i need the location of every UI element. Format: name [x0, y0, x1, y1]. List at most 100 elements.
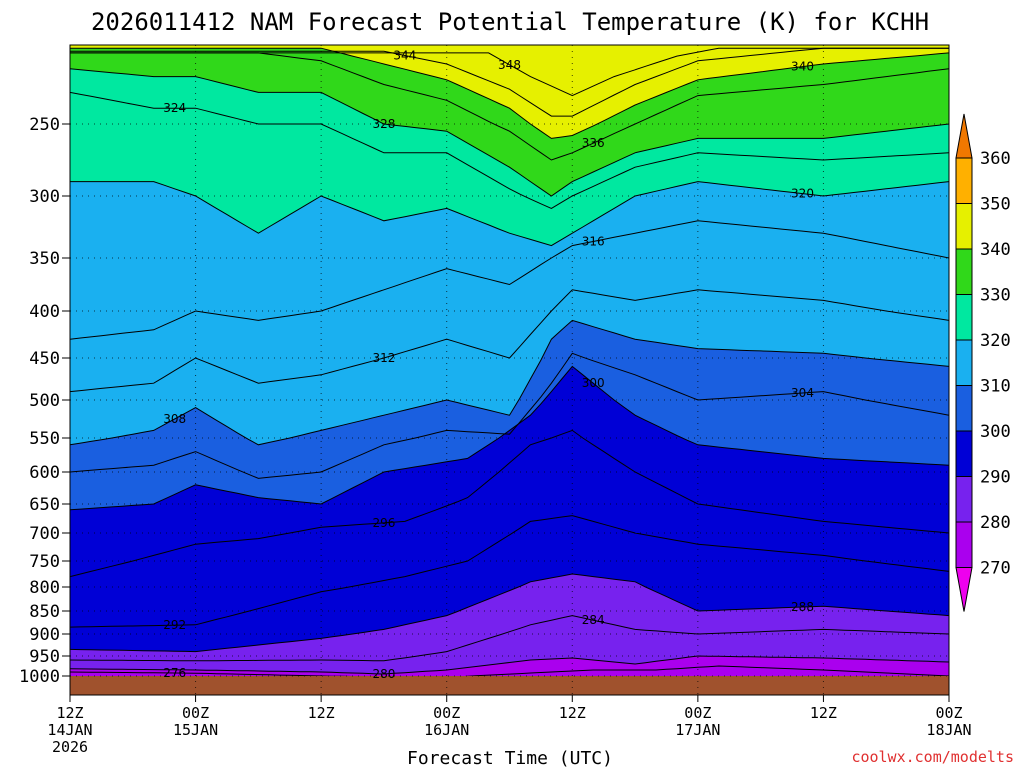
x-tick-label-0-3: 2026 [52, 738, 88, 756]
contour-label-340: 340 [791, 60, 814, 74]
colorbar-label-350: 350 [980, 195, 1011, 215]
contour-label-292: 292 [163, 618, 186, 632]
contour-label-284: 284 [582, 613, 605, 627]
contour-label-328: 328 [372, 117, 395, 131]
isentrope-292 [70, 515, 949, 628]
x-axis-label: Forecast Time (UTC) [407, 748, 613, 768]
y-tick-label-450: 450 [29, 349, 60, 369]
x-tick-label-5-1: 00Z [684, 704, 711, 722]
isentrope-312 [70, 289, 949, 393]
x-tick-label-7-2: 18JAN [926, 721, 971, 739]
plot-frame [69, 44, 950, 696]
colorbar-label-310: 310 [980, 377, 1011, 397]
isentrope-276 [70, 665, 949, 679]
colorbar-label-360: 360 [980, 149, 1011, 169]
x-tick-label-5-2: 17JAN [675, 721, 720, 739]
colorbar-box-3 [955, 294, 973, 341]
contour-label-288: 288 [791, 600, 814, 614]
isentrope-316 [70, 220, 949, 340]
x-tick-label-4-1: 12Z [559, 704, 586, 722]
isentrope-280 [70, 655, 949, 675]
colorbar-label-280: 280 [980, 513, 1011, 533]
y-tick-label-1000: 1000 [19, 667, 60, 687]
contour-label-296: 296 [372, 516, 395, 530]
isentrope-344 [70, 47, 949, 117]
y-tick-label-300: 300 [29, 187, 60, 207]
colorbar-label-330: 330 [980, 286, 1011, 306]
isentrope-300 [70, 365, 949, 511]
contour-label-280: 280 [372, 667, 395, 681]
credit-text: coolwx.com/modelts [851, 748, 1014, 766]
isentrope-296 [70, 429, 949, 578]
colorbar-box-7 [955, 476, 973, 523]
colorbar-label-290: 290 [980, 468, 1011, 488]
y-tick-label-850: 850 [29, 602, 60, 622]
y-tick-label-800: 800 [29, 578, 60, 598]
isentrope-contours [70, 47, 949, 679]
colorbar-label-300: 300 [980, 422, 1011, 442]
y-tick-label-350: 350 [29, 249, 60, 269]
colored-bands [70, 45, 949, 695]
colorbar-arrow-bottom [955, 567, 973, 612]
x-tick-label-6-1: 12Z [810, 704, 837, 722]
colorbar-box-8 [955, 521, 973, 568]
colorbar-box-0 [955, 157, 973, 204]
isentrope-320 [70, 181, 949, 247]
x-tick-label-0-1: 12Z [56, 704, 83, 722]
contour-label-304: 304 [791, 386, 814, 400]
grid [70, 45, 949, 695]
isentrope-288 [70, 573, 949, 653]
x-tick-label-0-2: 14JAN [47, 721, 92, 739]
y-axis: 250 300 350 400 450 500 550 600 650 700 750 800 850 9… [19, 115, 70, 687]
contour-label-300: 300 [582, 376, 605, 390]
isentrope-308 [70, 319, 949, 446]
colorbar-box-5 [955, 385, 973, 432]
colorbar-box-1 [955, 203, 973, 250]
x-tick-label-3-2: 16JAN [424, 721, 469, 739]
x-tick-label-1-2: 15JAN [173, 721, 218, 739]
x-tick-label-7-1: 00Z [935, 704, 962, 722]
y-tick-label-900: 900 [29, 625, 60, 645]
plot-area [70, 45, 949, 695]
contour-label-344: 344 [393, 49, 416, 63]
isentrope-324 [70, 91, 949, 209]
contour-label-308: 308 [163, 412, 186, 426]
y-tick-label-250: 250 [29, 115, 60, 135]
y-tick-label-700: 700 [29, 524, 60, 544]
colorbar-label-270: 270 [980, 559, 1011, 579]
colorbar-label-320: 320 [980, 331, 1011, 351]
y-tick-label-550: 550 [29, 429, 60, 449]
contour-labels: 276 280 284 288 292 296 300 304 308 312 316 320 324 3… [163, 49, 814, 681]
y-tick-label-650: 650 [29, 495, 60, 515]
contour-label-276: 276 [163, 666, 186, 680]
colorbar: 360 350 340 330 320 310 300 290 280 270 [955, 113, 1011, 612]
contour-label-324: 324 [163, 101, 186, 115]
y-tick-label-600: 600 [29, 463, 60, 483]
colorbar-box-4 [955, 339, 973, 386]
colorbar-arrow-top [955, 113, 973, 159]
isentrope-284 [70, 615, 949, 662]
chart-title: 2026011412 NAM Forecast Potential Temper… [91, 8, 929, 36]
isentrope-328 [70, 68, 949, 197]
contour-label-312: 312 [372, 351, 395, 365]
x-tick-label-3-1: 00Z [433, 704, 460, 722]
contour-label-336: 336 [582, 136, 605, 150]
isentrope-304 [70, 352, 949, 479]
contour-label-316: 316 [582, 234, 605, 248]
colorbar-box-2 [955, 248, 973, 295]
y-tick-label-400: 400 [29, 302, 60, 322]
colorbar-box-6 [955, 430, 973, 477]
contour-label-348: 348 [498, 58, 521, 72]
x-tick-label-1-1: 00Z [182, 704, 209, 722]
y-tick-label-500: 500 [29, 391, 60, 411]
isentrope-348 [70, 47, 949, 97]
y-tick-label-950: 950 [29, 647, 60, 667]
x-tick-label-2-1: 12Z [308, 704, 335, 722]
ground-surface [70, 676, 949, 695]
colorbar-label-340: 340 [980, 240, 1011, 260]
isentrope-340 [70, 47, 949, 139]
y-tick-label-750: 750 [29, 552, 60, 572]
contour-label-320: 320 [791, 187, 814, 201]
